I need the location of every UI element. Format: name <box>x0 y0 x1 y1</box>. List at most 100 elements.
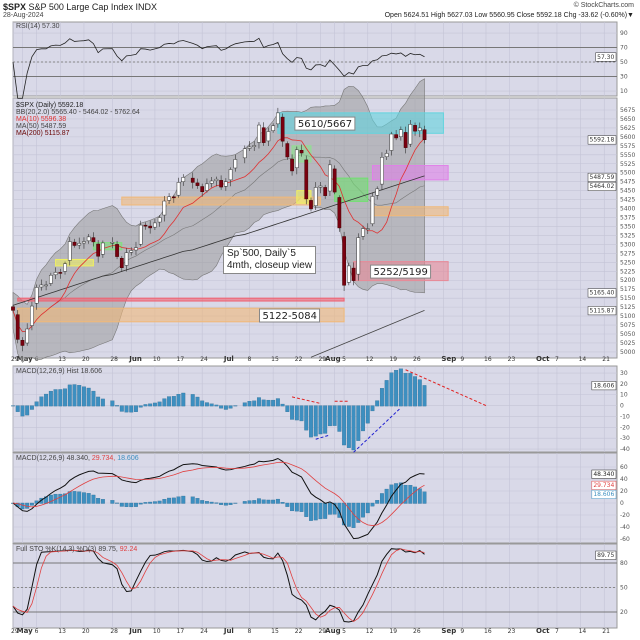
macd-hist-bar <box>337 405 342 432</box>
rsi-title: RSI(14) 57.30 <box>16 23 60 30</box>
macd-hist-bar <box>48 494 53 504</box>
y-tick-label: 20 <box>620 609 628 616</box>
candle-body <box>153 222 157 228</box>
macd-hist-bar <box>34 401 39 407</box>
x-tick-label: 10 <box>153 356 161 363</box>
candle-body <box>129 250 134 253</box>
macd-title-signal: 29.734, <box>91 455 116 462</box>
x-tick-label: 29 <box>318 628 326 635</box>
macd-hist-bar <box>309 502 313 521</box>
x-tick-label: 16 <box>484 628 492 635</box>
macd-hist-bar <box>384 380 389 407</box>
candle-body <box>124 252 129 266</box>
macd-hist-bar <box>252 400 257 407</box>
candle-body <box>190 177 195 183</box>
y-tick-label: -20 <box>620 424 630 431</box>
macd-hist-bar <box>332 405 337 426</box>
copyright: © StockCharts.com <box>573 2 634 9</box>
zone-label: 5610/5667 <box>298 119 352 130</box>
macd-line <box>12 457 425 540</box>
candle-body <box>96 243 100 257</box>
candle-body <box>403 132 408 148</box>
legend-price: $SPX (Daily) 5592.18 <box>16 102 84 109</box>
macd-hist-bar <box>242 501 247 504</box>
value-tag <box>591 480 617 490</box>
value-tag-label: 5165.40 <box>590 290 615 297</box>
macd-hist-bar <box>11 405 15 407</box>
y-tick-label: 5350 <box>620 223 635 230</box>
price-zone <box>55 258 94 267</box>
macd-hist-bar <box>204 501 209 504</box>
price-zone <box>371 206 449 217</box>
price-legend: $SPX (Daily) 5592.18 BB(20,2.0) 5565.40 … <box>16 102 140 137</box>
x-tick-label: 5 <box>342 628 346 635</box>
candle-body <box>337 197 342 229</box>
macd-hist-bar <box>356 405 361 441</box>
macd-hist-bar <box>204 402 209 407</box>
macd-hist-bar <box>110 500 115 504</box>
zone-label-box <box>370 264 432 279</box>
macd-hist-bar <box>327 405 332 427</box>
candle-body <box>257 124 261 143</box>
candle-body <box>176 182 181 196</box>
macd-hist-bar <box>313 405 318 437</box>
candle-body <box>167 196 171 201</box>
candle-body <box>34 287 39 304</box>
y-tick-label: -30 <box>620 435 630 442</box>
candle-body <box>138 224 143 245</box>
value-tag <box>587 181 617 191</box>
macd-hist-bar <box>162 499 167 504</box>
macd-hist-bar <box>290 502 295 512</box>
macd-hist-bar <box>261 399 266 407</box>
macd-hist-bar <box>96 498 101 504</box>
x-tick-label: 8 <box>248 628 252 635</box>
macd-hist-bar <box>67 384 72 407</box>
candle-body <box>294 149 299 169</box>
panel-4 <box>12 543 618 629</box>
macd-hist-bar <box>82 386 86 407</box>
macd-title-hist: 18.606 <box>117 455 139 462</box>
y-tick-label: 5325 <box>620 232 635 239</box>
candle-body <box>58 272 63 274</box>
candle-body <box>242 148 247 159</box>
macd-hist-bar <box>72 384 77 407</box>
macd-hist-bar <box>313 502 318 521</box>
quote-summary: Open 5624.51 High 5627.03 Low 5560.95 Cl… <box>384 12 634 19</box>
candle-body <box>384 153 389 157</box>
candle-body <box>11 306 15 311</box>
sto-title: Full STO %K(14,3) %D(3) 89.75, 92.24 <box>16 546 137 553</box>
x-tick-label: 8 <box>248 356 252 363</box>
candle-body <box>380 157 384 185</box>
value-tag <box>595 550 617 560</box>
candle-body <box>422 129 427 140</box>
x-tick-label: Aug <box>325 355 340 363</box>
candle-body <box>304 159 309 200</box>
macd-hist-bar <box>327 502 332 515</box>
price-zone <box>371 165 449 181</box>
candle-body <box>285 143 290 158</box>
candle-body <box>86 236 91 242</box>
macd-hist-bar <box>20 405 25 417</box>
macd-hist-bar <box>294 405 299 421</box>
macd-hist-bar <box>115 405 120 407</box>
macd-hist-bar <box>148 403 153 407</box>
macd-hist-bar <box>143 502 148 504</box>
x-tick-label: 16 <box>484 356 492 363</box>
macd-hist-bar <box>25 405 30 416</box>
macd-hist-bar <box>176 394 181 407</box>
bollinger-band <box>12 78 425 363</box>
y-tick-label: 50 <box>620 585 628 592</box>
candle-body <box>370 196 375 225</box>
value-tag-label: 5592.18 <box>590 137 615 144</box>
value-tag-label: 5487.59 <box>590 174 615 181</box>
macd-hist-bar <box>257 397 261 407</box>
zone-label-box <box>294 116 356 131</box>
macd-hist-bar <box>86 387 91 407</box>
candle-body <box>119 258 124 268</box>
candle-body <box>342 236 346 286</box>
macd-hist-bar <box>157 401 162 407</box>
macd-hist-bar <box>280 502 285 504</box>
macd-hist-bar <box>100 398 105 407</box>
candle-body <box>200 186 205 192</box>
